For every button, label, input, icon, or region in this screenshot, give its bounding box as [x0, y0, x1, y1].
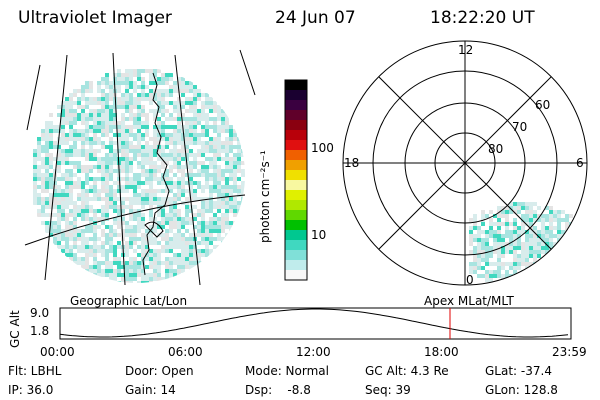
polar-plot: [342, 40, 588, 286]
info-seq: Seq: 39: [365, 383, 411, 397]
info-glat: GLat: -37.4: [485, 364, 552, 378]
x-tick-1200: 12:00: [296, 345, 331, 359]
info-gc-alt: GC Alt: 4.3 Re: [365, 364, 449, 378]
apex-label: Apex MLat/MLT: [424, 294, 514, 308]
info-glon: GLon: 128.8: [485, 383, 558, 397]
x-tick-0600: 06:00: [168, 345, 203, 359]
date-label: 24 Jun 07: [275, 8, 356, 28]
lat-label-60: 60: [535, 98, 551, 112]
x-tick-2359: 23:59: [552, 345, 587, 359]
x-tick-1800: 18:00: [424, 345, 459, 359]
orbit-altitude-plot: [59, 307, 572, 340]
mlt-label-0: 0: [466, 273, 474, 287]
geographic-label: Geographic Lat/Lon: [70, 294, 188, 308]
mlt-label-18: 18: [344, 156, 360, 170]
instrument-title: Ultraviolet Imager: [18, 8, 172, 28]
polar-grid: [342, 40, 588, 286]
info-filter: Flt: LBHL: [8, 364, 62, 378]
info-dsp: Dsp: -8.8: [245, 383, 311, 397]
y-tick-1-8: 1.8: [30, 324, 50, 338]
x-tick-0000: 00:00: [40, 345, 75, 359]
mlt-label-6: 6: [576, 156, 584, 170]
colorbar: [284, 79, 308, 281]
y-tick-9: 9.0: [30, 306, 50, 320]
mlt-label-12: 12: [458, 43, 474, 57]
info-gain: Gain: 14: [125, 383, 176, 397]
info-mode: Mode: Normal: [245, 364, 329, 378]
time-label: 18:22:20 UT: [430, 8, 535, 28]
colorbar-unit-label: photon cm⁻²s⁻¹: [258, 150, 272, 243]
geographic-image: [24, 49, 256, 286]
info-ip: IP: 36.0: [8, 383, 54, 397]
geo-grid: [24, 49, 256, 286]
coastline: [142, 72, 170, 276]
colorbar-tick-10: 10: [311, 228, 327, 242]
gc-alt-axis-title: GC Alt: [8, 310, 22, 348]
colorbar-tick-100: 100: [311, 141, 334, 155]
info-door: Door: Open: [125, 364, 194, 378]
lat-label-70: 70: [512, 120, 528, 134]
lat-label-80: 80: [488, 142, 504, 156]
